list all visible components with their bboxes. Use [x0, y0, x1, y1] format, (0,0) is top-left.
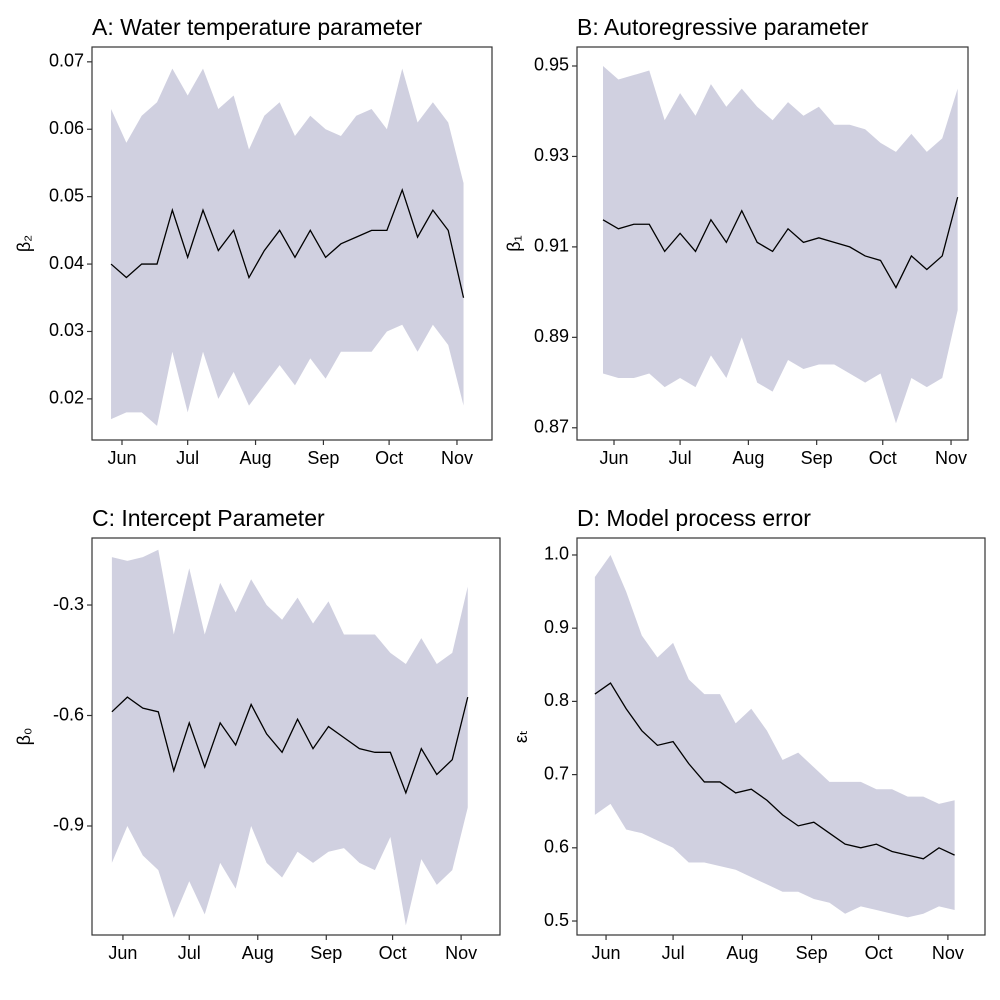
y-tick-label: 0.91 — [534, 236, 569, 256]
x-tick-label: Nov — [932, 943, 964, 963]
y-tick-label: 0.89 — [534, 326, 569, 346]
x-tick-label: Nov — [445, 943, 477, 963]
panel-title: D: Model process error — [577, 505, 811, 531]
y-tick-label: 0.06 — [49, 118, 84, 138]
x-tick-label: Nov — [935, 448, 967, 468]
median-line — [111, 696, 469, 795]
confidence-band — [594, 554, 955, 918]
x-tick-label: Oct — [379, 943, 407, 963]
y-tick-label: 0.6 — [544, 837, 569, 857]
median-line — [594, 682, 955, 860]
y-axis-label: εₜ — [511, 730, 531, 743]
y-tick-label: 1.0 — [544, 544, 569, 564]
y-tick-label: 0.93 — [534, 145, 569, 165]
x-tick-label: Jul — [669, 448, 692, 468]
x-tick-label: Oct — [869, 448, 897, 468]
x-tick-label: Jul — [178, 943, 201, 963]
x-tick-label: Aug — [726, 943, 758, 963]
y-tick-label: 0.5 — [544, 910, 569, 930]
x-tick-label: Jul — [176, 448, 199, 468]
y-tick-label: 0.02 — [49, 388, 84, 408]
y-tick-label: 0.04 — [49, 253, 84, 273]
x-tick-label: Jun — [108, 943, 137, 963]
y-axis-label: β₁ — [504, 235, 524, 251]
plot-frame — [91, 537, 501, 936]
y-tick-label: 0.03 — [49, 320, 84, 340]
plot-frame — [576, 46, 969, 441]
y-tick-label: 0.9 — [544, 617, 569, 637]
y-tick-label: 0.8 — [544, 690, 569, 710]
panel: D: Model process error 0.5 0.6 0.7 0.8 0.9 1.0… — [511, 505, 986, 963]
x-tick-label: Jul — [662, 943, 685, 963]
x-tick-label: Sep — [307, 448, 339, 468]
panel: C: Intercept Parameter -0.9 -0.6 -0.3 Jun Jul… — [14, 505, 501, 963]
panel-title: C: Intercept Parameter — [92, 505, 325, 531]
x-tick-label: Sep — [310, 943, 342, 963]
x-tick-label: Aug — [240, 448, 272, 468]
y-axis-label: β₂ — [14, 235, 34, 252]
x-tick-label: Jun — [592, 943, 621, 963]
median-line — [110, 187, 465, 298]
x-tick-label: Oct — [865, 943, 893, 963]
panel-title: B: Autoregressive parameter — [577, 14, 869, 40]
y-tick-label: 0.87 — [534, 417, 569, 437]
y-axis-label: β₀ — [14, 728, 34, 746]
y-tick-label: 0.07 — [49, 51, 84, 71]
x-tick-label: Aug — [732, 448, 764, 468]
x-tick-label: Sep — [801, 448, 833, 468]
x-tick-label: Nov — [441, 448, 473, 468]
panel: B: Autoregressive parameter 0.87 0.89 0.91 0… — [504, 14, 969, 468]
y-tick-label: 0.95 — [534, 55, 569, 75]
y-tick-label: -0.9 — [53, 815, 84, 835]
x-tick-label: Sep — [796, 943, 828, 963]
plot-frame — [91, 46, 493, 441]
x-tick-label: Jun — [599, 448, 628, 468]
y-tick-label: 0.7 — [544, 763, 569, 783]
plot-frame — [576, 537, 986, 936]
confidence-band — [602, 65, 958, 424]
confidence-band — [111, 549, 468, 926]
panel-title: A: Water temperature parameter — [92, 14, 423, 40]
confidence-band — [111, 68, 464, 426]
y-tick-label: -0.6 — [53, 704, 84, 724]
panel: A: Water temperature parameter 0.02 0.03 0.… — [14, 14, 493, 468]
x-tick-label: Jun — [107, 448, 136, 468]
x-tick-label: Oct — [375, 448, 403, 468]
y-tick-label: -0.3 — [53, 594, 84, 614]
x-tick-label: Aug — [242, 943, 274, 963]
y-tick-label: 0.05 — [49, 185, 84, 205]
median-line — [602, 196, 959, 289]
